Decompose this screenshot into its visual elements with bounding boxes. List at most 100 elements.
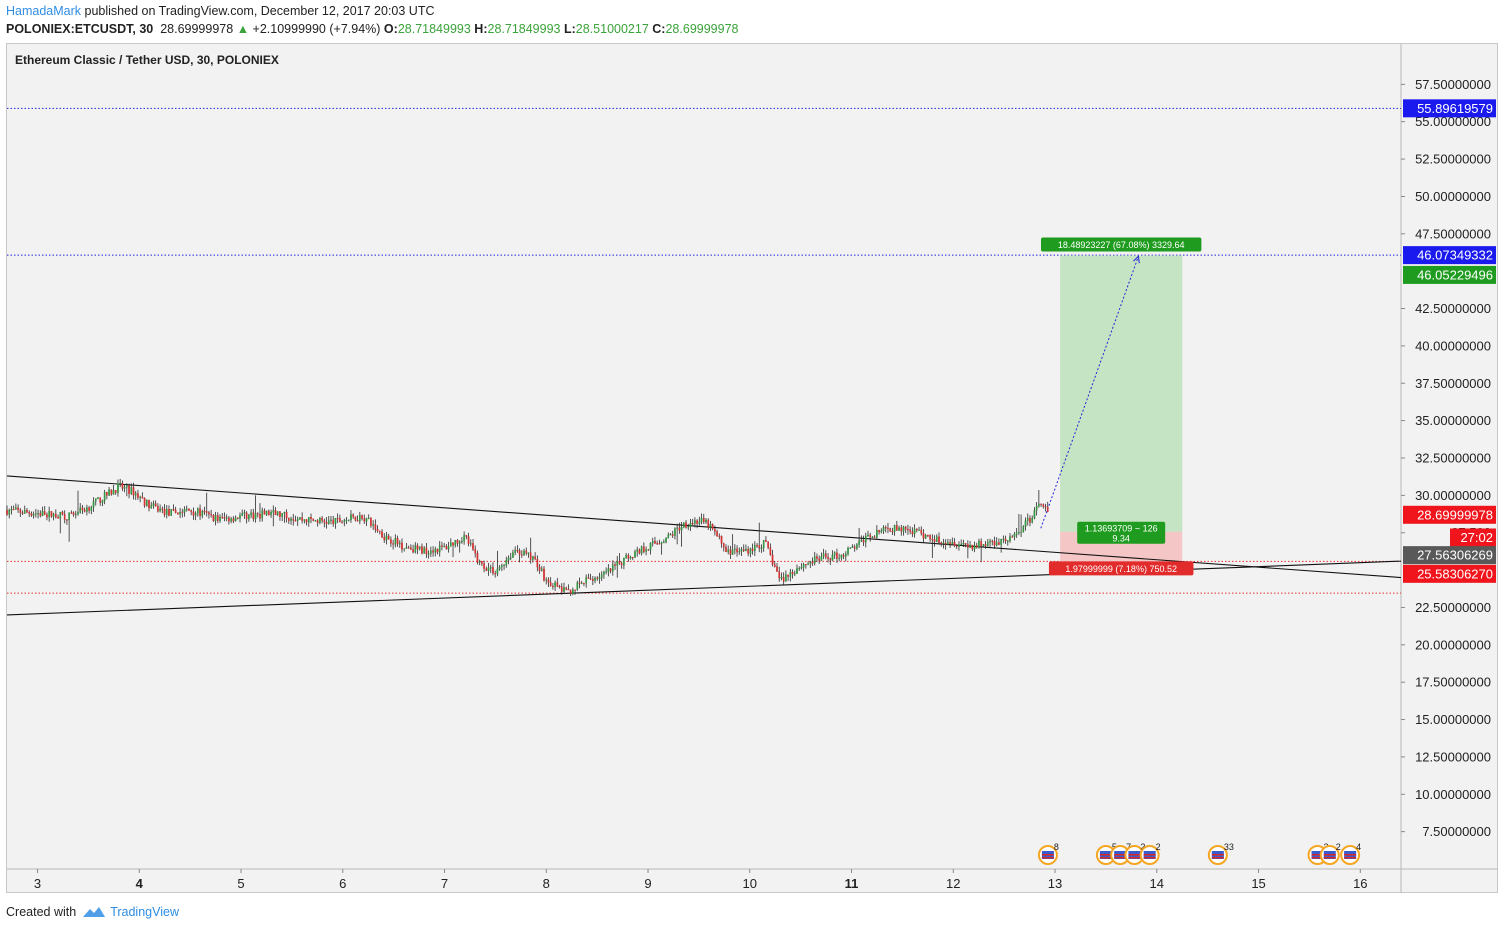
candle-body (982, 544, 985, 547)
close-label: C: (652, 22, 666, 36)
candle-body (447, 546, 450, 550)
candle-body (1004, 538, 1007, 542)
candle-body (130, 487, 133, 494)
candle-body (141, 496, 144, 499)
x-tick-label: 12 (946, 876, 960, 891)
y-tick-label: 40.00000000 (1415, 338, 1491, 353)
x-tick-label: 6 (339, 876, 346, 891)
candle-body (1000, 539, 1002, 545)
candle-body (68, 512, 70, 521)
us-flag-stripe (1128, 854, 1141, 856)
candle-body (636, 549, 639, 552)
tradingview-logo-icon (83, 907, 106, 917)
candle-body (183, 509, 186, 513)
candle-body (159, 508, 161, 512)
candle-body (805, 563, 807, 566)
candle-body (10, 509, 13, 511)
candle-body (973, 545, 976, 550)
candle-body (514, 550, 516, 553)
candle-body (769, 547, 772, 556)
event-count-label: 33 (1224, 842, 1234, 852)
candle-body (798, 568, 801, 570)
candle-body (596, 577, 599, 579)
candle-body (423, 547, 425, 554)
candle-body (6, 510, 8, 515)
candle-body (660, 542, 663, 544)
candle-body (818, 558, 820, 561)
candle-body (268, 510, 270, 516)
candle-body (773, 564, 776, 567)
price-axis-label-bg (1403, 265, 1496, 284)
candle-body (647, 549, 650, 551)
candle-body (443, 545, 445, 548)
long-position-profit-zone[interactable] (1060, 255, 1183, 532)
high-label: H: (474, 22, 488, 36)
candle-body (754, 544, 756, 552)
tradingview-link[interactable]: TradingView (82, 905, 179, 919)
candle-body (494, 573, 497, 575)
candle-body (46, 514, 48, 518)
candle-body (170, 509, 173, 516)
candle-body (414, 545, 417, 553)
published-text: published on TradingView.com, December 1… (84, 4, 435, 18)
candle-body (17, 507, 19, 510)
candle-body (37, 513, 39, 515)
low-label: L: (563, 22, 576, 36)
candle-body (545, 579, 548, 581)
candle-body (214, 515, 217, 522)
candle-body (605, 571, 607, 573)
candle-body (112, 490, 115, 495)
candle-body (359, 515, 361, 522)
candle-body (117, 483, 119, 493)
forecast-arrow-line[interactable] (1040, 256, 1139, 529)
x-tick-label: 7 (441, 876, 448, 891)
candle-body (620, 563, 623, 566)
candle-body (230, 518, 232, 522)
candle-body (301, 517, 303, 521)
candle-body (709, 524, 712, 528)
candle-body (1031, 518, 1034, 523)
candle-body (325, 522, 328, 524)
candle-body (947, 542, 949, 545)
candle-body (52, 513, 55, 517)
candle-body (918, 529, 920, 531)
price-axis-label: 27.56306269 (1417, 548, 1493, 563)
author-link[interactable]: HamadaMark (6, 4, 82, 18)
candle-body (57, 517, 59, 519)
candle-body (984, 544, 987, 546)
candle-body (332, 519, 335, 524)
candle-body (924, 535, 927, 539)
trendline[interactable] (6, 475, 1402, 579)
candle-body (749, 548, 752, 554)
candle-body (370, 517, 372, 526)
candle-body (820, 556, 823, 561)
candle-body (99, 497, 102, 503)
candle-body (532, 556, 534, 560)
candle-body (381, 531, 383, 538)
candle-body (975, 545, 978, 548)
candle-body (718, 535, 721, 537)
candle-body (572, 589, 574, 594)
candle-body (197, 508, 199, 514)
candle-body (210, 513, 212, 516)
candle-body (722, 543, 725, 548)
candle-body (631, 556, 634, 559)
candle-body (501, 565, 503, 568)
candle-body (585, 577, 587, 584)
candle-body (696, 520, 698, 524)
candle-body (716, 531, 718, 537)
candle-body (734, 548, 736, 550)
candle-body (412, 549, 414, 553)
y-tick-label: 15.00000000 (1415, 712, 1491, 727)
candle-body (740, 549, 743, 552)
candle-body (929, 535, 931, 540)
candle-body (288, 517, 290, 521)
candle-body (418, 546, 421, 550)
candle-body (405, 547, 408, 549)
y-tick-label: 22.50000000 (1415, 600, 1491, 615)
candle-body (580, 582, 583, 584)
y-tick-label: 57.50000000 (1415, 77, 1491, 92)
x-tick-label: 9 (644, 876, 651, 891)
candle-body (1024, 520, 1027, 527)
